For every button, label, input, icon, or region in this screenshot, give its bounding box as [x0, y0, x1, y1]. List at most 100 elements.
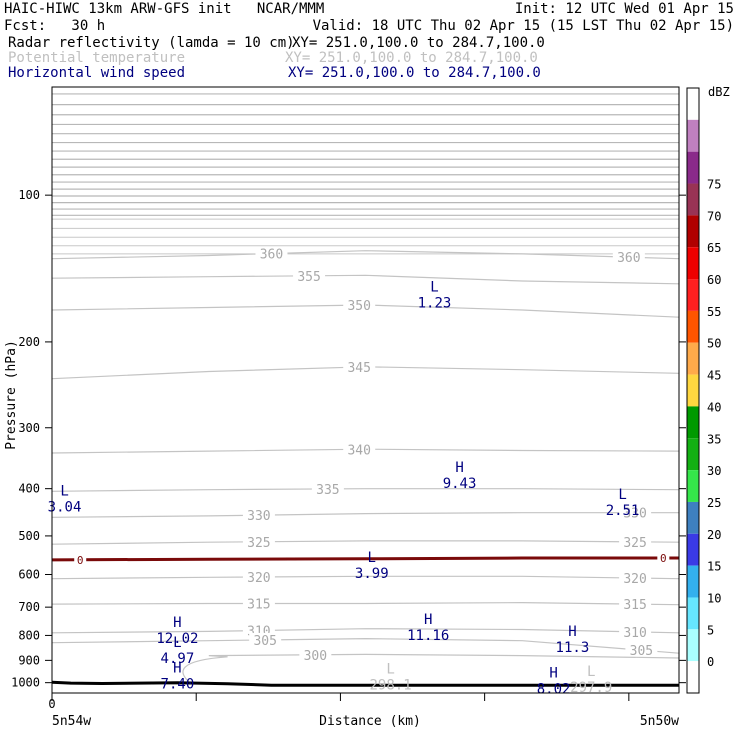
theta-contour-355	[52, 274, 679, 285]
theta-label: 355	[297, 270, 320, 285]
colorbar-segment	[687, 247, 699, 280]
colorbar-segment	[687, 279, 699, 311]
theta-label: 335	[316, 483, 339, 498]
hl-marker-L: L	[368, 550, 376, 566]
hl-marker-value: 11.16	[407, 628, 449, 644]
theta-label: 320	[623, 572, 646, 587]
hl-marker-value: 1.23	[418, 295, 452, 311]
colorbar-level: 40	[707, 400, 721, 414]
field-theta-xy: XY= 251.0,100.0 to 284.7,100.0	[285, 50, 538, 66]
theta-contour-330	[52, 512, 679, 518]
hl-marker-H: H	[568, 624, 576, 640]
y-tick-label: 700	[18, 600, 40, 614]
colorbar-level: 35	[707, 432, 721, 446]
colorbar-segment	[687, 374, 699, 407]
y-axis-label: Pressure (hPa)	[4, 340, 19, 450]
hl-marker-H: H	[549, 666, 557, 682]
axes: 100 200 300 400 500 600 700 800 900 1000	[11, 86, 686, 701]
theta-label: 325	[623, 536, 646, 551]
colorbar-level: 55	[707, 305, 721, 319]
theta-contour-335	[52, 488, 679, 492]
colorbar-segment	[687, 88, 699, 120]
dbz-zero-label: 0	[660, 552, 667, 565]
hl-marker-L: L	[60, 484, 68, 500]
y-tick-label: 200	[18, 335, 40, 349]
theta-label-bg	[249, 632, 282, 647]
theta-label-bg	[619, 534, 652, 549]
theta-contour-305	[52, 637, 679, 654]
theta-label-bg	[311, 481, 344, 496]
colorbar-segment	[687, 342, 699, 375]
header-line2-left: Fcst: 30 h	[4, 18, 106, 34]
theta-label: 340	[347, 443, 370, 458]
colorbar-level: 0	[707, 655, 714, 669]
theta-label-bg	[343, 360, 376, 375]
theta-label: 300	[304, 649, 327, 664]
y-tick-label: 300	[18, 421, 40, 435]
theta-label-bg	[619, 571, 652, 586]
theta-label: 315	[623, 598, 646, 613]
theta-label: 330	[247, 509, 270, 524]
dbz-label-bg	[74, 553, 87, 566]
colorbar-segment	[687, 215, 699, 248]
plot-area: 360 360 355 350 345 340 335 330 330 325 325 320 320 3…	[48, 93, 679, 698]
theta-label: 305	[253, 634, 276, 649]
hl-marker-value: 8.02	[537, 682, 571, 698]
theta-label: 325	[247, 536, 270, 551]
header-line1-right: Init: 12 UTC Wed 01 Apr 15	[514, 1, 734, 17]
theta-label: 360	[260, 248, 283, 263]
field-reflectivity-xy: XY= 251.0,100.0 to 284.7,100.0	[292, 35, 545, 51]
x-start-label: 0	[48, 697, 55, 711]
hl-marker-value: 298.1	[370, 677, 412, 693]
y-tick-label: 800	[18, 628, 40, 642]
colorbar-segment	[687, 310, 699, 343]
colorbar-segment	[687, 661, 699, 693]
colorbar-frame	[686, 87, 700, 694]
theta-label-bg	[625, 643, 658, 658]
colorbar-level: 45	[707, 369, 721, 383]
hl-marker-value: 11.3	[556, 640, 590, 656]
theta-contour-300	[182, 653, 679, 684]
colorbar-unit: dBZ	[708, 85, 730, 99]
theta-label-bg	[343, 442, 376, 457]
colorbar-segment	[687, 501, 699, 534]
theta-contour-320	[52, 575, 679, 580]
colorbar-level: 60	[707, 273, 721, 287]
hl-marker-value: 12.02	[156, 631, 198, 647]
header-line1-left: HAIC-HIWC 13km ARW-GFS init NCAR/MMM	[4, 1, 325, 17]
colorbar-level: 50	[707, 337, 721, 351]
colorbar-segment	[687, 597, 699, 630]
colorbar: 0 5 10 15 20 25 30 35 40 45 50 55 60 65 70 75	[686, 87, 721, 694]
dbz-zero-contour	[52, 556, 679, 562]
x-left-label: 5n54w	[52, 714, 91, 729]
plot-content: 360 360 355 350 345 340 335 330 330 325 325 320 320 3…	[52, 93, 679, 687]
colorbar-segment	[687, 151, 699, 184]
theta-label-bg	[242, 508, 275, 523]
hl-marker-L: L	[618, 487, 626, 503]
hl-marker-L: L	[587, 664, 595, 680]
theta-label-bg	[619, 597, 652, 612]
colorbar-level: 10	[707, 591, 721, 605]
colorbar-level: 15	[707, 560, 721, 574]
theta-label-bg	[242, 596, 275, 611]
hl-marker-L: L	[173, 635, 181, 651]
colorbar-segment	[687, 533, 699, 566]
y-tick-label: 900	[18, 653, 40, 667]
theta-label: 360	[617, 251, 640, 266]
colorbar-level: 65	[707, 241, 721, 255]
hl-marker-value: 2.51	[606, 503, 640, 519]
x-right-label: 5n50w	[640, 714, 679, 729]
theta-label: 320	[247, 571, 270, 586]
hl-marker-L: L	[430, 279, 438, 295]
theta-label-bg	[612, 250, 645, 265]
theta-label: 345	[347, 361, 370, 376]
colorbar-segment	[687, 183, 699, 216]
colorbar-segment	[687, 438, 699, 471]
terrain-line	[52, 680, 679, 687]
x-axis-label: Distance (km)	[319, 714, 421, 729]
colorbar-segment	[687, 629, 699, 662]
theta-label-bg	[293, 268, 326, 283]
theta-label: 315	[247, 597, 270, 612]
dbz-label-bg	[657, 552, 670, 565]
